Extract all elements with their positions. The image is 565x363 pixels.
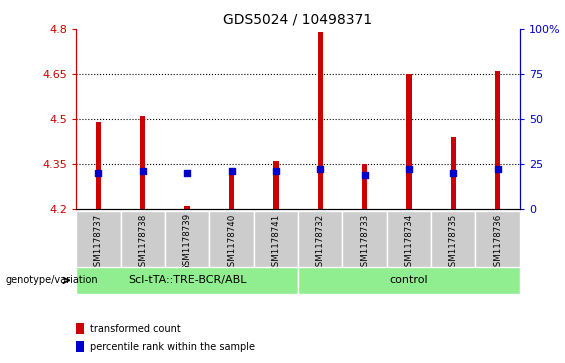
Point xyxy=(138,168,147,174)
Point xyxy=(405,166,414,172)
Point xyxy=(316,166,325,172)
Text: genotype/variation: genotype/variation xyxy=(6,276,98,285)
Text: Scl-tTA::TRE-BCR/ABL: Scl-tTA::TRE-BCR/ABL xyxy=(128,276,246,285)
Text: GSM1178732: GSM1178732 xyxy=(316,213,325,272)
Bar xyxy=(298,211,342,267)
Bar xyxy=(476,211,520,267)
Bar xyxy=(121,211,165,267)
Text: GSM1178741: GSM1178741 xyxy=(271,213,280,272)
Point xyxy=(182,170,192,176)
Bar xyxy=(140,116,145,209)
Text: percentile rank within the sample: percentile rank within the sample xyxy=(90,342,255,352)
Bar xyxy=(318,32,323,209)
Bar xyxy=(210,211,254,267)
Bar xyxy=(76,267,298,294)
Text: GSM1178735: GSM1178735 xyxy=(449,213,458,272)
Text: GSM1178736: GSM1178736 xyxy=(493,213,502,272)
Bar xyxy=(165,211,209,267)
Bar xyxy=(76,211,120,267)
Point xyxy=(227,168,236,174)
Bar xyxy=(298,267,520,294)
Bar xyxy=(406,74,411,209)
Text: GSM1178740: GSM1178740 xyxy=(227,213,236,272)
Text: GSM1178733: GSM1178733 xyxy=(360,213,369,272)
Bar xyxy=(451,137,456,209)
Bar xyxy=(495,71,500,209)
Bar xyxy=(273,161,279,209)
Point xyxy=(271,168,280,174)
Title: GDS5024 / 10498371: GDS5024 / 10498371 xyxy=(224,12,372,26)
Bar xyxy=(185,206,190,209)
Point xyxy=(449,170,458,176)
Bar xyxy=(342,211,386,267)
Point xyxy=(493,166,502,172)
Point xyxy=(360,172,369,178)
Bar xyxy=(431,211,475,267)
Text: control: control xyxy=(390,276,428,285)
Text: transformed count: transformed count xyxy=(90,323,180,334)
Bar xyxy=(76,341,84,352)
Point xyxy=(94,170,103,176)
Bar xyxy=(96,122,101,209)
Bar xyxy=(254,211,298,267)
Bar xyxy=(387,211,431,267)
Bar xyxy=(362,164,367,209)
Text: GSM1178734: GSM1178734 xyxy=(405,213,414,272)
Bar xyxy=(229,173,234,209)
Text: GSM1178739: GSM1178739 xyxy=(182,213,192,272)
Text: GSM1178738: GSM1178738 xyxy=(138,213,147,272)
Bar xyxy=(76,323,84,334)
Text: GSM1178737: GSM1178737 xyxy=(94,213,103,272)
